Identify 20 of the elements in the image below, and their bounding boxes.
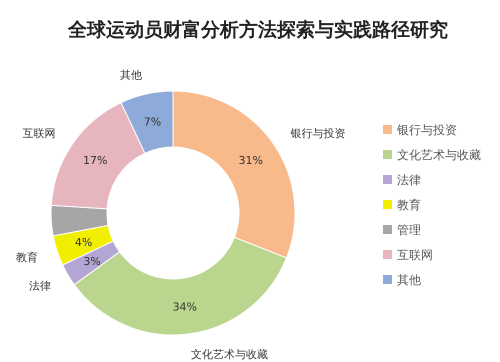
slice-label: 教育 bbox=[16, 250, 38, 264]
legend-label: 法律 bbox=[397, 173, 421, 187]
legend-label: 互联网 bbox=[397, 248, 433, 262]
slice-label: 互联网 bbox=[22, 127, 56, 140]
legend-label: 银行与投资 bbox=[396, 123, 457, 137]
data-label: 4% bbox=[74, 236, 92, 250]
slice-label: 法律 bbox=[28, 279, 51, 292]
slice-label: 银行与投资 bbox=[289, 127, 346, 140]
slice-label: 文化艺术与收藏 bbox=[190, 348, 268, 361]
legend-label: 文化艺术与收藏 bbox=[397, 148, 481, 162]
legend-label: 教育 bbox=[397, 198, 421, 212]
legend-label: 管理 bbox=[397, 223, 421, 237]
chart-title: 全球运动员财富分析方法探索与实践路径研究 bbox=[67, 19, 448, 41]
data-label: 7% bbox=[144, 115, 162, 128]
data-label: 34% bbox=[172, 300, 198, 314]
slice-label: 其他 bbox=[120, 68, 142, 82]
data-label: 17% bbox=[83, 154, 108, 168]
legend-label: 其他 bbox=[397, 273, 421, 287]
data-label: 3% bbox=[83, 254, 101, 268]
data-label: 31% bbox=[238, 154, 263, 168]
